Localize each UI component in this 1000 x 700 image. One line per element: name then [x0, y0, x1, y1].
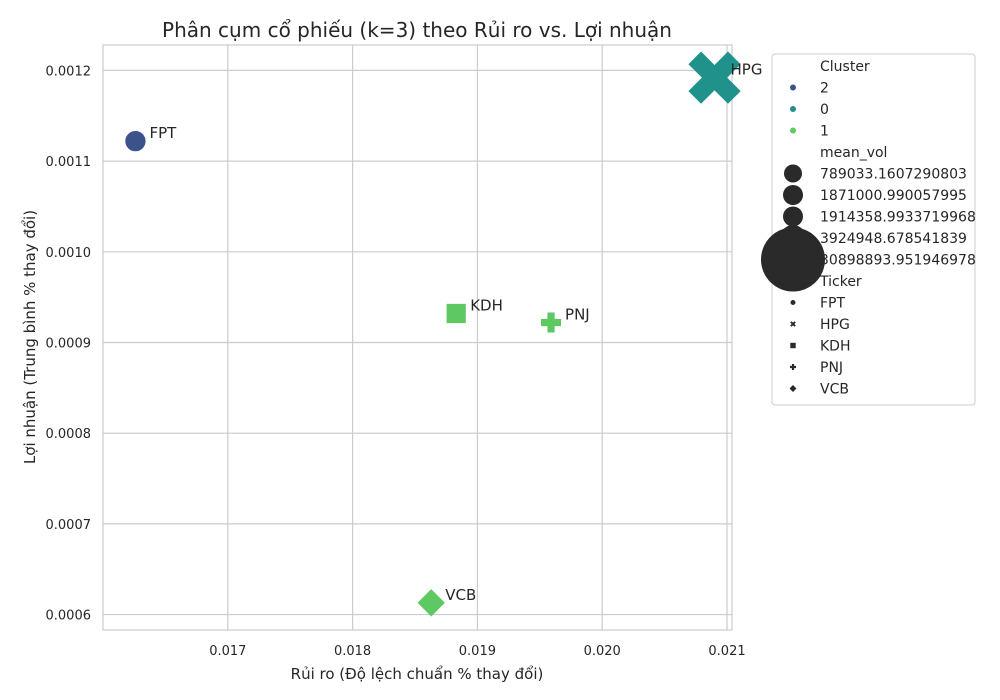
point-label-hpg: HPG	[731, 61, 763, 79]
y-tick-label: 0.0008	[46, 427, 92, 442]
legend-size-label: 30898893.951946978	[820, 253, 976, 269]
legend-size-marker	[783, 185, 803, 205]
legend-ticker-label: FPT	[820, 296, 845, 312]
y-axis-label: Lợi nhuận (Trung bình % thay đổi)	[21, 210, 39, 464]
legend-size-label: 3924948.678541839	[820, 231, 967, 247]
legend-ticker-marker	[789, 299, 797, 306]
y-tick-label: 0.0006	[46, 609, 92, 624]
y-tick-label: 0.0007	[46, 518, 92, 533]
point-label-vcb: VCB	[445, 586, 476, 604]
y-tick-label: 0.0010	[46, 246, 92, 261]
x-tick-label: 0.018	[334, 644, 371, 659]
legend-cluster-label: 2	[820, 81, 829, 97]
chart-title: Phân cụm cổ phiếu (k=3) theo Rủi ro vs. …	[162, 18, 672, 42]
x-tick-label: 0.017	[209, 644, 246, 659]
y-axis-ticks: 0.0006 0.0007 0.0008 0.0009 0.0010 0.0011 0.00…	[46, 64, 92, 623]
point-hpg	[688, 51, 741, 104]
point-label-fpt: FPT	[149, 124, 177, 142]
legend-size-marker	[784, 164, 802, 183]
legend-cluster-marker	[790, 106, 796, 112]
y-tick-label: 0.0012	[46, 64, 92, 79]
legend-cluster-label: 0	[820, 102, 829, 118]
legend: Cluster 2 0 1 mean_vol 789033.1607290803 18710…	[761, 53, 976, 406]
grid	[103, 45, 732, 630]
point-pnj	[541, 312, 562, 333]
legend-ticker-marker	[790, 342, 796, 349]
legend-title-ticker: Ticker	[819, 274, 862, 290]
legend-ticker-label: PNJ	[820, 360, 843, 376]
legend-size-label: 789033.1607290803	[820, 167, 967, 183]
legend-ticker-label: VCB	[820, 382, 849, 398]
legend-size-marker	[783, 206, 803, 227]
x-axis-ticks: 0.017 0.018 0.019 0.020 0.021	[209, 644, 745, 659]
point-labels: FPT HPG KDH PNJ VCB	[149, 61, 762, 604]
data-points	[124, 51, 741, 617]
legend-ticker-label: KDH	[820, 339, 851, 355]
legend-size-label: 1914358.9933719968	[820, 210, 976, 226]
legend-ticker-label: HPG	[820, 317, 850, 333]
legend-ticker-marker	[790, 321, 796, 327]
y-tick-label: 0.0009	[46, 336, 92, 351]
plot-background	[103, 45, 732, 630]
legend-cluster-label: 1	[820, 124, 829, 140]
point-kdh	[446, 303, 466, 324]
legend-ticker-marker	[789, 385, 797, 392]
legend-title-cluster: Cluster	[820, 59, 870, 75]
point-fpt	[124, 129, 147, 153]
legend-ticker-marker	[790, 364, 796, 370]
x-axis-label: Rủi ro (Độ lệch chuẩn % thay đổi)	[291, 665, 544, 683]
legend-title-size: mean_vol	[820, 145, 887, 161]
plot-frame	[102, 44, 733, 631]
legend-cluster-marker	[790, 127, 796, 134]
x-tick-label: 0.020	[584, 644, 621, 659]
legend-frame	[771, 53, 976, 406]
point-vcb	[417, 589, 445, 617]
point-label-pnj: PNJ	[565, 306, 590, 324]
legend-size-label: 1871000.990057995	[820, 188, 967, 204]
x-tick-label: 0.019	[459, 644, 496, 659]
x-tick-label: 0.021	[708, 644, 745, 659]
legend-size-marker	[761, 227, 825, 292]
point-label-kdh: KDH	[470, 296, 503, 314]
legend-cluster-marker	[790, 84, 796, 91]
y-tick-label: 0.0011	[46, 155, 92, 170]
